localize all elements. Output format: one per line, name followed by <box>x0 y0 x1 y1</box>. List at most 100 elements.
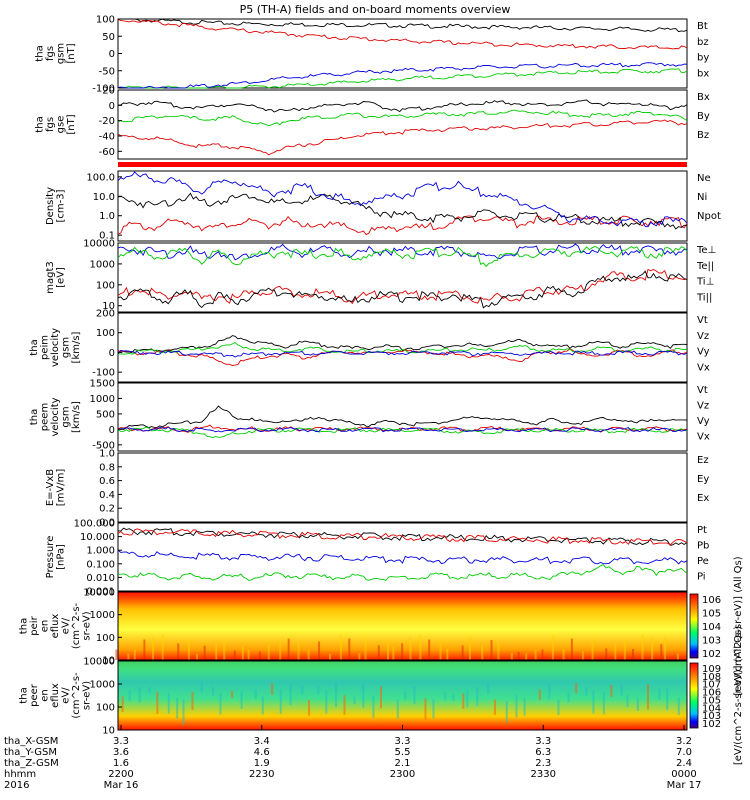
peer_en_eflux-streak <box>148 686 151 693</box>
peer_en_eflux-streak <box>219 692 222 715</box>
xaxis-z-gsm: 2.3 <box>535 758 551 769</box>
peer_en_eflux-streak <box>538 689 541 700</box>
fgs_gsm-legend-3: bx <box>697 68 709 79</box>
peer_en_eflux-streak <box>261 696 264 715</box>
xaxis-z-gsm: 2.4 <box>676 758 692 769</box>
fgs_gse-ytick-label: -20 <box>99 116 115 127</box>
peir_en_eflux-streak <box>517 651 520 660</box>
peem_velocity-series-Vt <box>117 405 688 430</box>
peer_en_eflux-streak <box>476 686 479 706</box>
peir_en_eflux-streak <box>469 636 472 660</box>
peem_velocity-legend-2: Vy <box>697 416 710 427</box>
xaxis-time: 2330 <box>531 769 556 780</box>
peir_en_eflux-streak <box>551 635 554 660</box>
peer_en_eflux-ylabel: en <box>40 689 51 702</box>
fgs_gse-series-By <box>117 109 688 127</box>
fgs_gse-ytick-label: -60 <box>99 147 115 158</box>
density-ytick-label: 1.0 <box>99 211 115 222</box>
peer_en_eflux-streak <box>138 687 141 703</box>
peem_velocity-ytick-label: 500 <box>96 409 115 420</box>
magt3-ytick-label: 10 <box>102 301 115 312</box>
peer_en_eflux-streak <box>231 690 234 698</box>
fgs_gsm-series-by <box>118 68 688 89</box>
peir_en_eflux-streak <box>446 648 449 660</box>
pressure-legend-3: Pi <box>697 572 706 583</box>
peem_velocity-legend-3: Vx <box>697 432 710 443</box>
peir_en_eflux-streak <box>510 652 513 660</box>
magt3-ytick-label: 10000 <box>83 239 115 250</box>
separator-bar <box>118 162 687 167</box>
peer_en_eflux-streak <box>610 684 613 698</box>
pressure-ylabel: [nPa] <box>55 544 66 570</box>
peir_en_eflux-streak <box>152 637 155 660</box>
peir_en_eflux-ylabel: sr-eV) <box>82 611 93 640</box>
density-ytick-label: 10.0 <box>93 192 115 203</box>
peer_en_eflux-streak <box>289 682 292 706</box>
fgs_gsm-ylabel: gsm <box>55 43 66 64</box>
peer_en_eflux-streak <box>666 688 669 710</box>
peer_en_eflux-colorbar-tick: 104 <box>702 703 721 714</box>
pressure-legend-0: Pt <box>697 525 707 536</box>
peer_en_eflux-streak <box>432 698 435 719</box>
peer_en_eflux-ylabel: sr-eV) <box>82 681 93 710</box>
efield-ylabel: E=-VxB <box>45 469 56 506</box>
fgs_gsm-legend-0: Bt <box>697 21 708 32</box>
fgs_gse-ytick-label: 0 <box>109 101 115 112</box>
peem_velocity-legend-1: Vz <box>697 401 709 412</box>
peer_en_eflux-colorbar-tick: 103 <box>702 711 721 722</box>
xaxis-time: 2230 <box>249 769 274 780</box>
magt3-ylabel: [eV] <box>55 267 66 288</box>
peer_en_eflux-ylabel: tha <box>19 687 30 703</box>
xaxis-date: Mar 17 <box>667 780 702 791</box>
peir_en_eflux-streak <box>339 634 342 660</box>
efield-ytick-label: 0.0 <box>99 518 115 529</box>
peer_en_eflux-streak <box>466 690 469 708</box>
peim_velocity-legend-0: Vt <box>697 315 708 326</box>
peim_velocity-ylabel: peim <box>40 335 51 360</box>
fgs_gsm-series-bz <box>117 18 688 50</box>
peim_velocity-series-Vy <box>117 342 687 355</box>
peir_en_eflux-streak <box>377 645 380 660</box>
peer_en_eflux-ytick-label: 10 <box>102 726 115 737</box>
peir_en_eflux-ytick-label: 100 <box>96 633 115 644</box>
peir_en_eflux-streak <box>392 646 395 660</box>
peer_en_eflux-streak <box>271 683 274 695</box>
pressure-series-Pt <box>117 527 688 546</box>
fgs_gsm-ytick-label: -100 <box>92 84 115 95</box>
peer_en_eflux-streak <box>557 699 560 716</box>
density-frame <box>117 170 688 242</box>
peir_en_eflux-streak <box>581 651 584 660</box>
peer_en_eflux-ylabel: eflux <box>50 683 61 708</box>
xaxis-z-gsm: 2.1 <box>395 758 411 769</box>
peem_velocity-ylabel: [km/s] <box>71 401 82 433</box>
peir_en_eflux-streak <box>307 650 310 660</box>
peer_en_eflux-streak <box>646 684 649 710</box>
peer_en_eflux-heatmap <box>118 661 687 730</box>
xaxis-y-gsm: 6.3 <box>535 747 551 758</box>
peim_velocity-series-Vt <box>117 335 688 353</box>
peir_en_eflux-colorbar-label: [eV/(cm^2-s-sr-eV)] (All Qs) <box>733 556 744 695</box>
peer_en_eflux-colorbar-tick: 107 <box>702 680 721 691</box>
peem_velocity-ylabel: tha <box>29 409 40 425</box>
fgs_gse-ylabel: fgs <box>45 117 56 132</box>
peir_en_eflux-streak <box>401 643 404 660</box>
fgs_gsm-ylabel: tha <box>34 45 45 61</box>
peer_en_eflux-streak <box>176 697 179 719</box>
peem_velocity-ytick-label: -500 <box>92 440 115 451</box>
peer_en_eflux-colorbar-label: [eV/(cm^2-s-sr-eV)] (All Qs) <box>733 626 744 765</box>
fgs_gsm-series-bx <box>117 62 688 89</box>
peir_en_eflux-streak <box>133 649 136 660</box>
fgs_gsm-legend-2: by <box>697 53 709 64</box>
fgs_gse-ylabel: [nT] <box>66 114 77 134</box>
peim_velocity-ylabel: gsm <box>61 337 72 358</box>
peem_velocity-series-Vx <box>117 426 688 433</box>
pressure-series-Pe <box>117 564 688 581</box>
peir_en_eflux-streak <box>651 636 654 660</box>
peer_en_eflux-streak <box>353 696 356 705</box>
xaxis-z-gsm: 1.9 <box>254 758 270 769</box>
peir_en_eflux-streak <box>358 653 361 660</box>
magt3-frame <box>117 242 688 313</box>
peer_en_eflux-streak <box>362 684 365 708</box>
fgs_gsm-ylabel: fgs <box>45 46 56 61</box>
